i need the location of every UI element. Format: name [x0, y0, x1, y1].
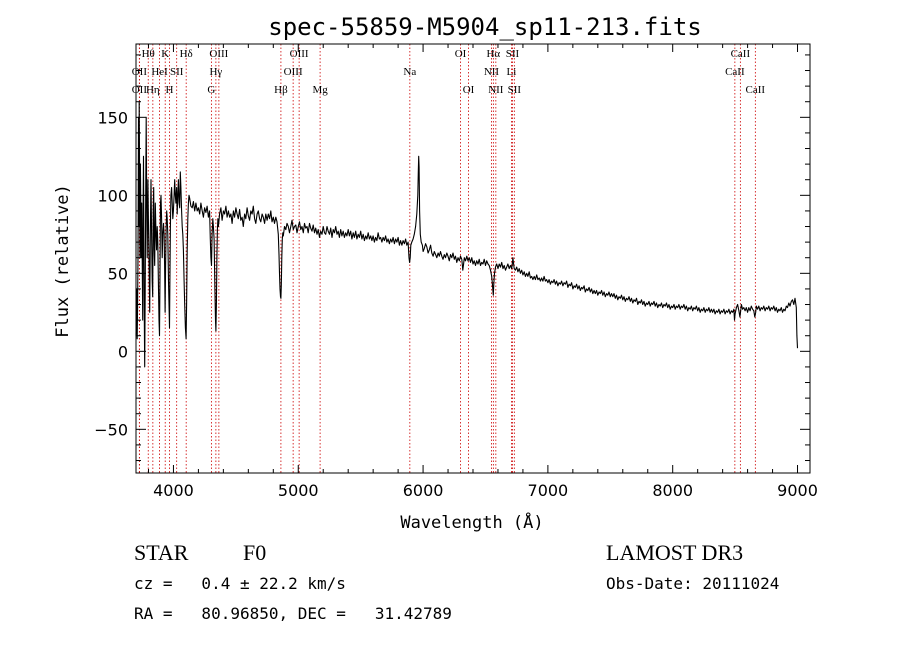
line-label-26: CaII [731, 48, 751, 60]
line-label-16: Na [403, 66, 416, 78]
y-tick-label-0: −50 [94, 420, 128, 439]
line-label-19: NII [484, 66, 500, 78]
line-label-13: OIII [284, 66, 303, 78]
redshift-readout: cz = 0.4 ± 22.2 km/s [134, 574, 346, 593]
line-label-24: SII [508, 84, 522, 96]
y-axis-label: Flux (relative) [53, 184, 73, 338]
x-axis-label: Wavelength (Å) [400, 511, 543, 533]
object-subclass: F0 [243, 540, 267, 565]
obs-date: Obs-Date: 20111024 [606, 574, 780, 593]
plot-frame [135, 43, 811, 474]
line-label-3: Hη [146, 84, 160, 96]
line-label-0: OII [132, 66, 148, 78]
object-class: STAR [134, 540, 189, 565]
line-label-4: HeI [151, 66, 168, 78]
x-tick-label-4: 8000 [652, 481, 693, 500]
x-tick-label-2: 6000 [403, 481, 444, 500]
series-line-flux [135, 101, 799, 368]
y-tick-label-2: 50 [108, 264, 128, 283]
line-label-21: NII [488, 84, 504, 96]
line-label-20: Hα [486, 48, 500, 60]
y-tick-label-1: 0 [118, 342, 128, 361]
line-label-2: Hθ [142, 48, 155, 60]
x-tick-label-5: 9000 [777, 481, 818, 500]
line-label-6: H [165, 84, 173, 96]
y-tick-label-3: 100 [97, 186, 128, 205]
spectral-line-markers [138, 44, 756, 473]
line-label-23: SII [506, 48, 520, 60]
spectral-line-labels: OIIOIIHθHηHeIKHSIIHδGHγOIIIHβOIIIOIIIMgN… [132, 48, 766, 96]
chart-title: spec-55859-M5904_sp11-213.fits [268, 13, 701, 41]
x-tick-label-3: 7000 [528, 481, 569, 500]
line-label-22: Li [507, 66, 517, 78]
x-tick-label-0: 4000 [153, 481, 194, 500]
line-label-14: OIII [290, 48, 309, 60]
line-label-15: Mg [312, 84, 328, 96]
line-label-11: OIII [209, 48, 228, 60]
line-label-9: G [207, 84, 215, 96]
line-label-10: Hγ [209, 66, 222, 78]
survey-name: LAMOST DR3 [606, 540, 744, 565]
x-tick-label-1: 5000 [278, 481, 319, 500]
line-label-7: SII [170, 66, 184, 78]
line-label-8: Hδ [180, 48, 193, 60]
line-label-25: CaII [725, 66, 745, 78]
y-tick-label-4: 150 [97, 108, 128, 127]
line-label-27: CaII [746, 84, 766, 96]
spectrum-series [135, 101, 799, 368]
line-label-12: Hβ [274, 84, 288, 96]
coordinates-readout: RA = 80.96850, DEC = 31.42789 [134, 604, 452, 623]
line-label-5: K [161, 48, 169, 60]
line-label-17: OI [455, 48, 467, 60]
axes: 4000 5000 6000 7000 8000 9000 −50 0 50 100 150 [94, 44, 818, 500]
line-label-18: OI [463, 84, 475, 96]
